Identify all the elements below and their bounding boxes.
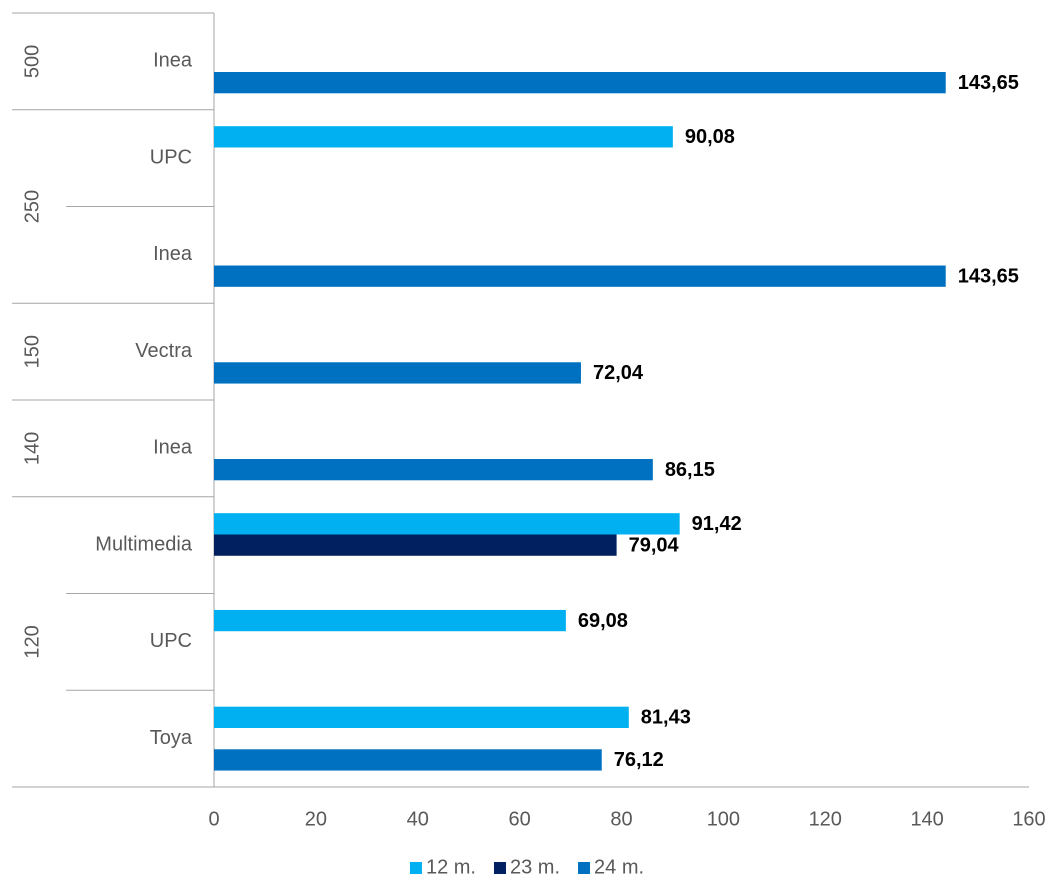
value-label: 81,43 [641,707,691,729]
bar [214,609,566,632]
category-label: Toya [150,727,193,749]
legend-swatch [493,862,506,874]
x-tick-label: 120 [809,808,842,830]
value-label: 76,12 [614,749,664,771]
x-tick-label: 60 [509,808,531,830]
legend-label: 12 m. [426,856,476,878]
category-label: Multimedia [95,533,193,555]
group-label: 120 [21,625,43,658]
category-label: Vectra [135,340,193,362]
legend-label: 23 m. [510,856,560,878]
value-label: 90,08 [685,126,735,148]
legend-label: 24 m. [594,856,644,878]
bar [214,362,581,384]
group-label: 250 [21,190,43,223]
value-label: 86,15 [665,459,715,481]
category-label: UPC [150,630,192,652]
category-label: Inea [153,437,193,459]
bar [214,72,946,94]
group-label: 150 [21,335,43,368]
value-label: 91,42 [692,513,742,535]
bar [214,534,617,556]
bar [214,706,629,728]
x-tick-label: 160 [1012,808,1045,830]
value-label: 69,08 [578,610,628,632]
x-tick-label: 20 [305,808,327,830]
x-tick-label: 40 [407,808,429,830]
legend-swatch [409,862,422,874]
value-label: 72,04 [593,362,644,384]
category-label: Inea [153,50,193,72]
group-label: 140 [21,432,43,465]
value-label: 143,65 [958,72,1019,94]
category-label: Inea [153,243,193,265]
legend-swatch [578,862,591,874]
bar [214,459,653,481]
x-tick-label: 0 [208,808,219,830]
x-tick-label: 80 [610,808,632,830]
value-label: 79,04 [629,534,680,556]
x-tick-label: 100 [707,808,740,830]
bar [214,749,602,771]
bar [214,265,946,287]
group-label: 500 [21,45,43,78]
category-label: UPC [150,146,192,168]
value-label: 143,65 [958,265,1019,287]
bar [214,513,680,535]
bar [214,126,673,148]
x-tick-label: 140 [910,808,943,830]
